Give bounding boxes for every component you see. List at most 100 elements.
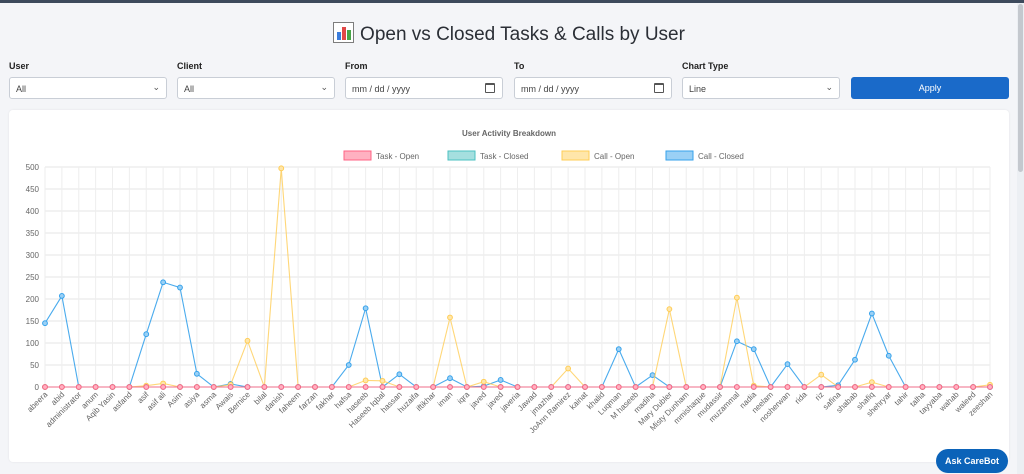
x-tick-label: asif ali <box>145 390 168 413</box>
data-point <box>497 377 504 383</box>
y-tick-label: 100 <box>26 339 40 348</box>
user-select-value: All <box>16 84 27 94</box>
chart-card: User Activity Breakdown Task - Open Task -… <box>9 110 1009 462</box>
data-point <box>649 384 656 390</box>
data-point <box>632 384 639 390</box>
data-point <box>244 384 251 390</box>
data-point <box>160 279 167 286</box>
to-date-input[interactable]: mm / dd / yyyy <box>514 77 672 99</box>
data-point <box>852 356 858 363</box>
scrollbar-thumb[interactable] <box>1018 4 1023 172</box>
data-point <box>700 384 707 390</box>
data-point <box>733 384 740 390</box>
data-point <box>615 384 622 390</box>
data-point <box>396 384 403 390</box>
data-point <box>480 378 487 385</box>
vertical-scrollbar[interactable] <box>1017 3 1024 474</box>
y-tick-label: 350 <box>26 229 40 238</box>
user-select[interactable]: All ⌄ <box>9 77 167 99</box>
y-tick-label: 300 <box>26 251 40 260</box>
client-select-value: All <box>184 84 195 94</box>
data-point <box>497 384 504 390</box>
data-point <box>109 384 116 390</box>
data-point <box>818 384 825 390</box>
data-point <box>531 384 538 390</box>
data-point <box>362 377 369 384</box>
data-point <box>75 384 82 390</box>
data-point <box>379 377 386 384</box>
y-tick-label: 150 <box>26 317 40 326</box>
data-point <box>177 284 183 291</box>
data-point <box>666 306 673 313</box>
data-point <box>868 384 875 390</box>
data-point <box>919 384 926 390</box>
x-tick-label: abeera <box>25 390 49 414</box>
legend-swatch <box>447 150 476 161</box>
x-tick-label: asiya <box>182 390 202 410</box>
data-point <box>835 384 842 390</box>
from-date-placeholder: mm / dd / yyyy <box>352 84 411 94</box>
chart-type-value: Line <box>689 84 707 94</box>
y-tick-label: 50 <box>30 361 39 370</box>
data-point <box>463 384 470 390</box>
data-point <box>902 384 909 390</box>
y-tick-label: 0 <box>35 383 40 392</box>
data-point <box>885 352 892 359</box>
chart-type-filter: Chart Type Line ⌄ <box>682 61 840 99</box>
calendar-icon[interactable] <box>654 83 664 93</box>
data-point <box>615 346 622 353</box>
data-point <box>312 384 318 390</box>
data-point <box>683 384 690 390</box>
data-point <box>345 384 352 390</box>
x-tick-label: iman <box>436 390 455 409</box>
data-point <box>261 384 268 390</box>
data-point <box>244 337 251 344</box>
data-point <box>852 384 858 390</box>
data-point <box>818 371 825 378</box>
y-tick-label: 500 <box>26 163 40 172</box>
data-point <box>514 384 521 390</box>
data-point <box>565 365 572 372</box>
ask-carebot-button[interactable]: Ask CareBot <box>936 449 1008 473</box>
from-date-input[interactable]: mm / dd / yyyy <box>345 77 503 99</box>
legend-label: Call - Open <box>594 152 634 161</box>
client-select[interactable]: All ⌄ <box>177 77 335 99</box>
to-filter: To mm / dd / yyyy <box>514 61 672 99</box>
data-point <box>666 384 673 390</box>
x-tick-label: tahir <box>893 390 911 408</box>
to-filter-label: To <box>514 61 525 71</box>
data-point <box>598 384 605 390</box>
x-tick-label: javed <box>468 390 489 411</box>
data-point <box>126 384 133 390</box>
data-point <box>278 384 285 390</box>
chart-title: User Activity Breakdown <box>462 129 556 138</box>
from-filter: From mm / dd / yyyy <box>345 61 503 99</box>
data-point <box>227 384 234 390</box>
chart-type-select[interactable]: Line ⌄ <box>682 77 840 99</box>
apply-button[interactable]: Apply <box>851 77 1009 99</box>
data-point <box>733 294 740 301</box>
x-tick-label: rida <box>793 390 809 406</box>
y-tick-label: 400 <box>26 207 40 216</box>
client-filter: Client All ⌄ <box>177 61 335 99</box>
data-point <box>582 384 588 390</box>
calendar-icon[interactable] <box>485 83 495 93</box>
data-point <box>345 362 352 368</box>
data-point <box>936 384 943 390</box>
data-point <box>143 331 150 338</box>
y-tick-label: 250 <box>26 273 40 282</box>
data-point <box>295 384 302 390</box>
legend-label: Task - Open <box>376 152 419 161</box>
chart-type-label: Chart Type <box>682 61 729 71</box>
data-point <box>92 384 99 390</box>
x-tick-label: iftikhar <box>415 390 438 413</box>
data-point <box>447 314 453 321</box>
chevron-down-icon: ⌄ <box>152 82 160 92</box>
from-filter-label: From <box>345 61 368 71</box>
y-tick-label: 200 <box>26 295 40 304</box>
data-point <box>362 384 369 390</box>
data-point <box>767 384 774 390</box>
client-filter-label: Client <box>177 61 203 71</box>
data-point <box>210 384 217 390</box>
to-date-placeholder: mm / dd / yyyy <box>521 84 580 94</box>
